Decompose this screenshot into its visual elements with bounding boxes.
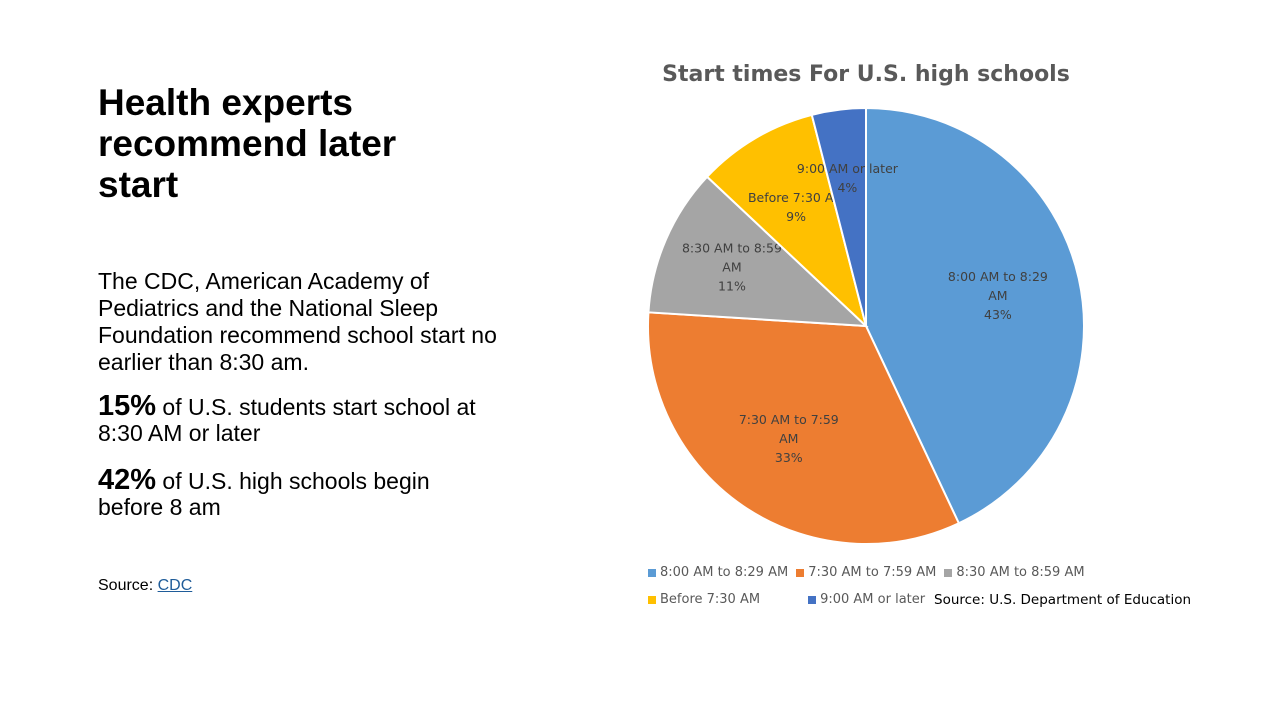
legend-item-2: 8:30 AM to 8:59 AM (944, 565, 1085, 580)
data-label-4: 9:00 AM or later 4% (797, 161, 899, 195)
data-label-line: 8:00 AM to 8:29 (948, 269, 1048, 284)
stat-schools-value: 42% (98, 464, 157, 496)
data-label-line: 8:30 AM to 8:59 (682, 240, 782, 255)
legend-label: 8:00 AM to 8:29 AM (660, 565, 789, 580)
legend-row: 8:00 AM to 8:29 AM 7:30 AM to 7:59 AM 8:30… (648, 559, 1108, 586)
data-label-0: 8:00 AM to 8:29 AM 43% (948, 269, 1048, 322)
recommendation-paragraph: The CDC, American Academy of Pediatrics … (98, 268, 497, 375)
data-label-line: AM (779, 431, 798, 446)
pie-slice-0 (865, 106, 1085, 525)
stat-students-paragraph: 15% of U.S. students start school at 8:3… (98, 390, 498, 447)
heading-line-2: recommend later (98, 123, 397, 164)
source-cdc: Source: CDC (98, 577, 192, 595)
data-label-3: Before 7:30 AM 9% (748, 190, 844, 224)
heading-line-1: Health experts (98, 82, 353, 123)
chart-title: Start times For U.S. high schools (662, 62, 1070, 87)
legend-swatch (648, 568, 656, 577)
pie-chart: 8:00 AM to 8:29 AM 43% 7:30 AM to 7:59 AM 33%… (647, 106, 1085, 545)
slide-heading: Health experts recommend later start (98, 82, 498, 205)
stat-schools-paragraph: 42% of U.S. high schools begin before 8 … (98, 464, 498, 521)
data-label-line: AM (988, 288, 1007, 303)
pie-slice-4 (810, 106, 867, 327)
legend-item-0: 8:00 AM to 8:29 AM (648, 565, 788, 580)
legend-label: 8:30 AM to 8:59 AM (956, 565, 1085, 580)
data-label-line: 11% (718, 278, 746, 293)
legend-swatch (648, 595, 656, 604)
stat-schools-text: of U.S. high schools begin before 8 am (98, 468, 430, 520)
cdc-link[interactable]: CDC (157, 577, 193, 594)
stat-students-value: 15% (98, 390, 157, 422)
data-label-line: Before 7:30 AM (748, 190, 844, 205)
pie-slice-2 (647, 175, 869, 328)
data-label-line: 43% (984, 307, 1012, 322)
data-label-line: 7:30 AM to 7:59 (739, 412, 839, 427)
pie-slice-1 (647, 311, 961, 545)
legend-item-1: 7:30 AM to 7:59 AM (796, 565, 936, 580)
source-education: Source: U.S. Department of Education (934, 592, 1192, 608)
chart-legend: 8:00 AM to 8:29 AM 7:30 AM to 7:59 AM 8:30… (648, 559, 1108, 613)
legend-label: 7:30 AM to 7:59 AM (808, 565, 937, 580)
legend-row: Before 7:30 AM 9:00 AM or later (648, 586, 1108, 613)
pie-slice-3 (705, 113, 868, 330)
heading-line-3: start (98, 164, 179, 205)
legend-label: Before 7:30 AM (660, 592, 761, 607)
data-label-line: AM (722, 259, 741, 274)
legend-swatch (808, 595, 817, 604)
legend-item-3: Before 7:30 AM (648, 592, 760, 607)
legend-item-4: 9:00 AM or later (808, 592, 925, 607)
legend-swatch (944, 568, 953, 577)
stat-students-text: of U.S. students start school at 8:30 AM… (98, 394, 476, 446)
data-label-line: 33% (775, 450, 803, 465)
data-label-line: 9:00 AM or later (797, 161, 899, 176)
slide-heading-block: Health experts recommend later start (98, 82, 498, 205)
data-label-1: 7:30 AM to 7:59 AM 33% (739, 412, 839, 465)
legend-swatch (796, 568, 805, 577)
data-label-2: 8:30 AM to 8:59 AM 11% (682, 240, 782, 293)
source-prefix: Source: (98, 577, 158, 594)
legend-label: 9:00 AM or later (820, 592, 926, 607)
data-label-line: 4% (837, 180, 857, 195)
data-label-line: 9% (786, 209, 806, 224)
